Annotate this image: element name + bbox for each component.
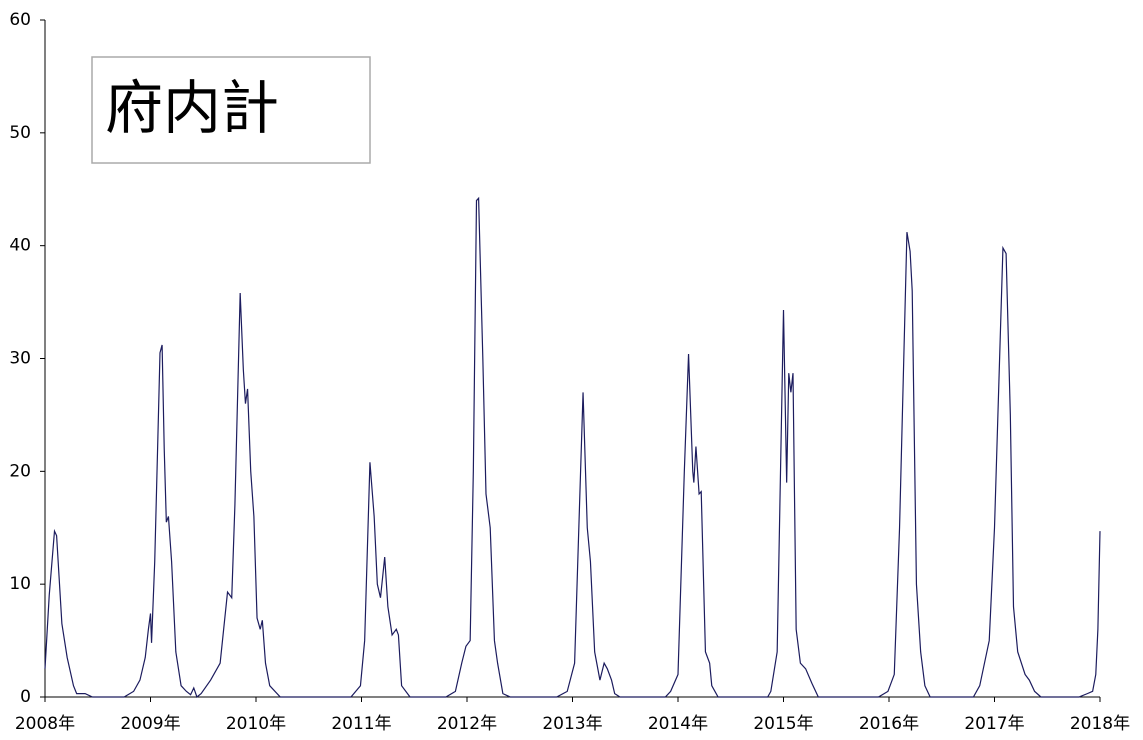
x-tick-label: 2009年 xyxy=(120,714,180,734)
y-tick-label: 0 xyxy=(20,687,31,707)
x-tick-label: 2012年 xyxy=(437,714,497,734)
y-tick-label: 60 xyxy=(9,10,31,30)
x-tick-label: 2016年 xyxy=(859,714,919,734)
y-tick-label: 50 xyxy=(9,123,31,143)
x-tick-label: 2013年 xyxy=(542,714,602,734)
line xyxy=(44,196,1101,698)
y-tick-label: 30 xyxy=(9,349,31,369)
x-tick-label: 2011年 xyxy=(331,714,391,734)
x-tick-label: 2015年 xyxy=(753,714,813,734)
y-tick-label: 40 xyxy=(9,236,31,256)
x-tick-label: 2014年 xyxy=(648,714,708,734)
chart-title: 府内計 xyxy=(105,74,279,142)
y-tick-label: 20 xyxy=(9,461,31,481)
x-tick-label: 2008年 xyxy=(15,714,75,734)
y-tick-label: 10 xyxy=(9,574,31,594)
title-box xyxy=(91,56,371,164)
x-tick-label: 2010年 xyxy=(226,714,286,734)
x-tick-label: 2017年 xyxy=(964,714,1024,734)
x-tick-label: 2018年 xyxy=(1070,714,1130,734)
